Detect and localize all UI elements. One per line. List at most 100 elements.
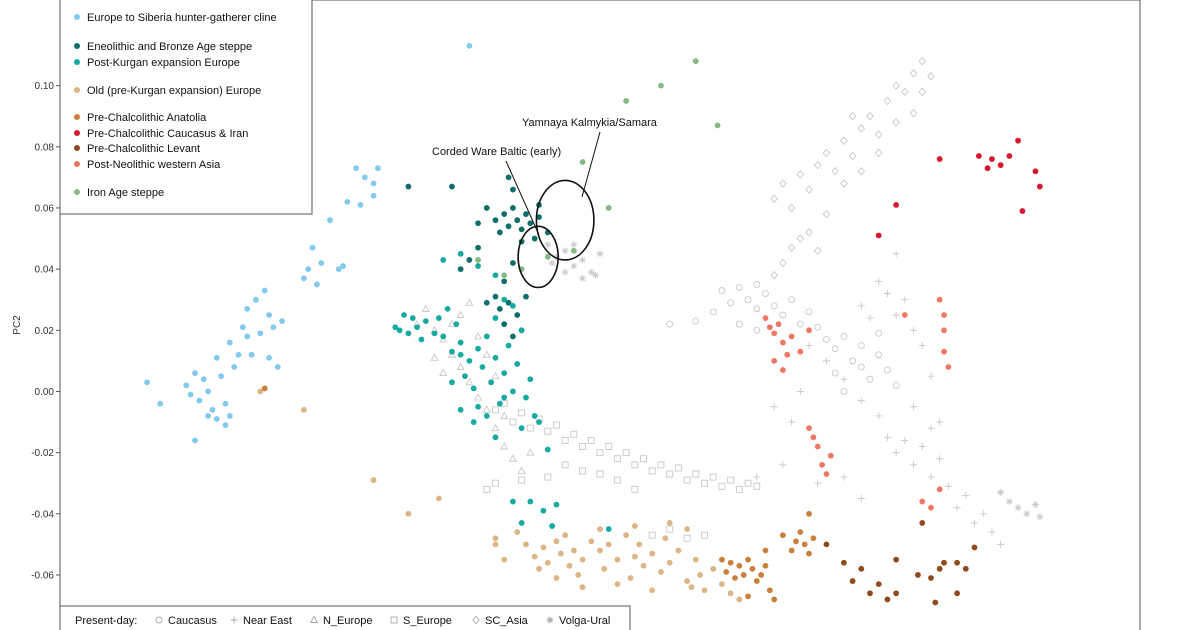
data-point: [605, 541, 612, 548]
legend-marker: [74, 189, 80, 195]
data-point: [309, 244, 316, 251]
data-point: [683, 534, 691, 542]
data-point: [222, 400, 229, 407]
annotation-pointer: [581, 131, 601, 198]
data-point: [892, 81, 900, 90]
series-near-east: [753, 250, 1005, 548]
data-point: [848, 151, 857, 161]
data-point: [666, 559, 673, 566]
data-point: [727, 476, 735, 484]
annotation-pointer: [505, 160, 540, 236]
legend-label: Post-Neolithic western Asia: [87, 159, 221, 171]
data-point: [918, 443, 926, 451]
legend-label: Pre-Chalcolithic Anatolia: [87, 112, 207, 124]
data-point: [510, 388, 516, 395]
present-day-marker: [155, 616, 163, 624]
data-points: [144, 42, 1044, 606]
data-point: [370, 180, 377, 187]
data-point: [936, 156, 943, 162]
data-point: [714, 122, 721, 129]
data-point: [932, 599, 939, 606]
data-point: [447, 350, 456, 358]
data-point: [510, 498, 516, 505]
annotation-ellipse: [517, 225, 559, 289]
series-pre-chalcolithic-caucasus-iran: [875, 137, 1043, 239]
data-point: [819, 461, 825, 468]
data-point: [701, 531, 708, 539]
data-point: [514, 217, 521, 224]
data-point: [540, 544, 547, 551]
data-point: [244, 333, 251, 340]
data-point: [492, 315, 499, 321]
data-point: [253, 296, 259, 303]
legend-marker: [74, 114, 80, 120]
data-point: [501, 394, 508, 401]
data-point: [840, 332, 848, 340]
data-point: [744, 296, 752, 304]
data-point: [514, 361, 521, 367]
data-point: [1019, 208, 1026, 214]
data-point: [579, 556, 586, 563]
data-point: [405, 183, 412, 190]
data-point: [919, 498, 926, 505]
data-point: [187, 391, 194, 398]
data-point: [780, 532, 786, 539]
data-point: [640, 455, 647, 463]
data-point: [475, 403, 481, 410]
data-point: [587, 268, 595, 276]
data-point: [874, 148, 883, 158]
data-point: [875, 277, 883, 285]
data-point: [570, 430, 578, 438]
annotation-label: Corded Ware Baltic (early): [432, 146, 561, 158]
data-point: [496, 305, 503, 312]
data-point: [649, 587, 656, 594]
data-point: [501, 296, 508, 303]
data-point: [418, 336, 425, 343]
data-point: [491, 423, 500, 432]
data-point: [780, 367, 786, 373]
data-point: [892, 381, 900, 389]
data-point: [579, 584, 586, 591]
data-point: [505, 223, 512, 230]
data-point: [501, 272, 508, 279]
data-point: [561, 268, 569, 276]
data-point: [766, 587, 773, 594]
data-point: [274, 364, 281, 370]
data-point: [875, 351, 883, 359]
data-point: [218, 373, 225, 380]
data-point: [483, 485, 491, 493]
data-point: [867, 590, 873, 597]
data-point: [192, 370, 198, 377]
data-point: [1036, 183, 1043, 190]
data-point: [1036, 513, 1044, 521]
data-point: [727, 299, 735, 307]
y-tick-label: 0.06: [35, 203, 55, 214]
data-point: [462, 373, 468, 380]
data-point: [928, 504, 934, 511]
data-point: [627, 575, 634, 581]
data-point: [684, 578, 690, 584]
present-day-marker: [390, 616, 398, 624]
data-point: [918, 56, 927, 66]
data-point: [518, 476, 526, 484]
data-point: [518, 425, 525, 432]
data-point: [1031, 501, 1039, 509]
data-point: [648, 531, 656, 539]
data-point: [831, 369, 839, 377]
data-point: [613, 476, 621, 484]
data-point: [918, 87, 927, 97]
data-point: [857, 302, 865, 310]
data-point: [439, 368, 448, 377]
data-point: [901, 312, 908, 318]
data-point: [758, 572, 765, 578]
data-point: [753, 473, 761, 481]
data-point: [893, 556, 900, 563]
data-point: [266, 354, 272, 361]
data-point: [796, 387, 804, 395]
data-point: [822, 357, 830, 365]
data-point: [300, 275, 307, 282]
data-point: [597, 526, 603, 532]
present-day-group-label: N_Europe: [323, 615, 373, 627]
data-point: [692, 58, 699, 65]
data-point: [544, 427, 552, 435]
